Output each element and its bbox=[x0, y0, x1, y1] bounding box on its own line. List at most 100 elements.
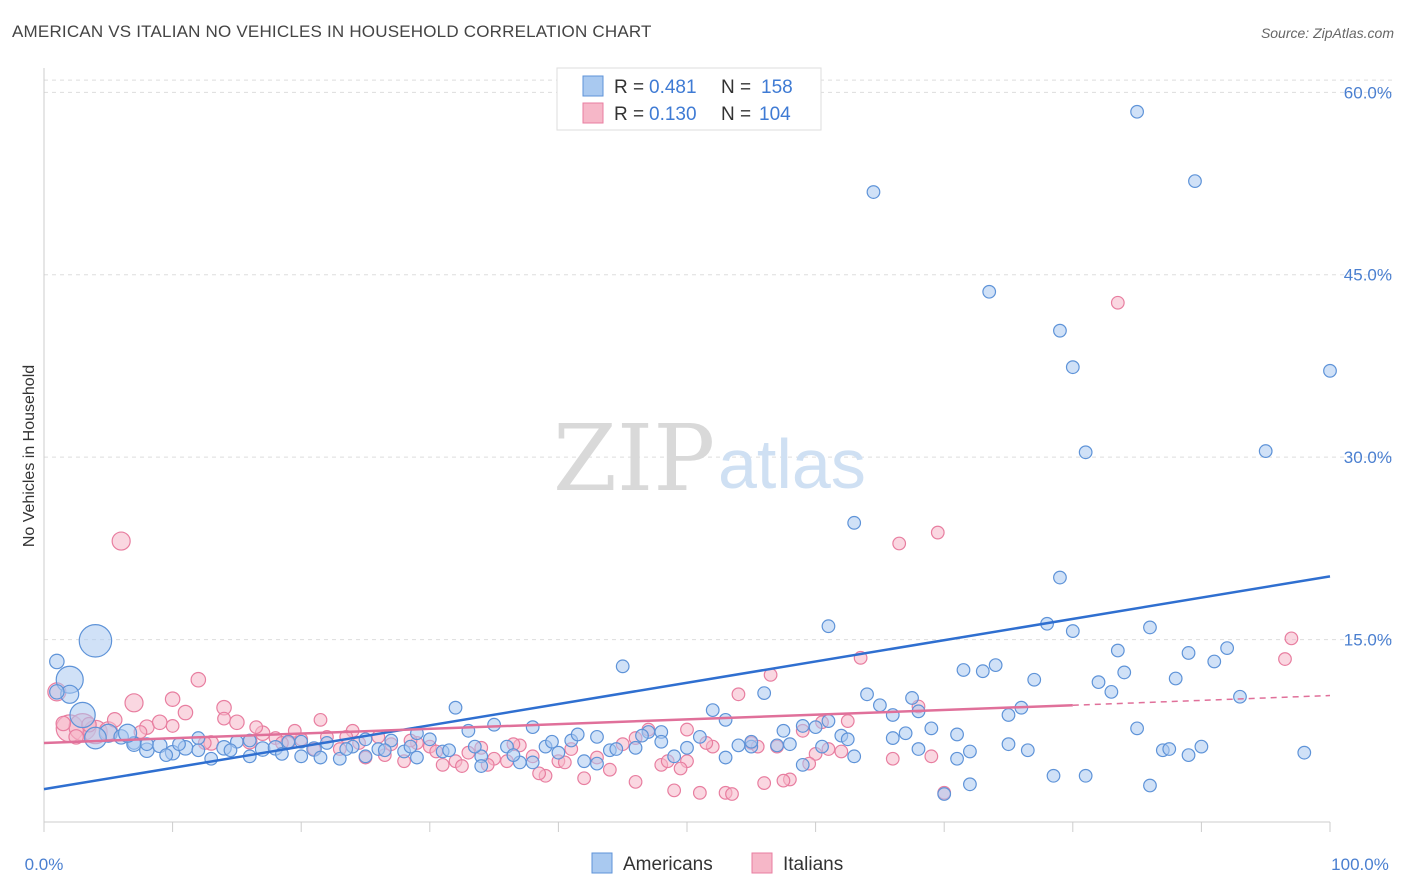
legend-swatch-italians bbox=[751, 852, 773, 874]
trend-lines bbox=[43, 575, 1331, 791]
american-point bbox=[840, 732, 855, 747]
american-point bbox=[744, 734, 759, 749]
american-point bbox=[1258, 444, 1273, 458]
american-point bbox=[718, 750, 733, 765]
italian-point bbox=[455, 759, 469, 773]
american-point bbox=[403, 739, 418, 754]
americans-trend-line bbox=[43, 575, 1331, 791]
american-point bbox=[159, 748, 174, 763]
svg-text:R = 0.130 N =: R = 0.130 N = 104 bbox=[614, 104, 791, 125]
american-point bbox=[692, 729, 707, 744]
american-point bbox=[718, 712, 733, 727]
american-point bbox=[937, 787, 952, 801]
american-point bbox=[1104, 684, 1119, 699]
american-point bbox=[963, 744, 977, 759]
american-point bbox=[191, 743, 206, 758]
legend-label-americans: Americans bbox=[623, 854, 713, 875]
american-point bbox=[313, 750, 328, 765]
american-point bbox=[577, 754, 592, 769]
italian-point bbox=[111, 531, 131, 551]
american-point bbox=[1181, 748, 1196, 763]
american-point bbox=[975, 664, 990, 679]
italian-point bbox=[229, 714, 245, 731]
american-point bbox=[422, 732, 437, 747]
american-point bbox=[1053, 323, 1067, 338]
american-point bbox=[1130, 104, 1144, 119]
american-point bbox=[1143, 620, 1157, 635]
legend-n-value-americans: 158 bbox=[761, 77, 793, 98]
stats-legend-swatch-americans bbox=[582, 75, 604, 97]
american-point bbox=[339, 742, 354, 756]
american-point bbox=[963, 777, 977, 792]
italian-point bbox=[840, 714, 855, 728]
american-point bbox=[384, 733, 399, 748]
american-point bbox=[950, 751, 964, 766]
legend-r-value-americans: 0.481 bbox=[649, 77, 697, 98]
american-point bbox=[442, 743, 456, 758]
american-point bbox=[172, 737, 186, 752]
italian-point bbox=[435, 757, 450, 772]
americans-points bbox=[49, 104, 1337, 801]
american-point bbox=[139, 737, 154, 752]
stats-legend: R = 0.481 N = 158 R = 0.130 N = 104 bbox=[556, 67, 822, 131]
italian-point bbox=[692, 785, 707, 800]
y-tick-label: 30.0% bbox=[1344, 448, 1392, 467]
italian-point bbox=[177, 704, 194, 721]
american-point bbox=[49, 684, 65, 700]
american-point bbox=[1020, 743, 1035, 758]
american-point bbox=[1065, 624, 1080, 638]
italian-point bbox=[1284, 631, 1299, 646]
italian-point bbox=[776, 773, 791, 788]
y-tick-label: 15.0% bbox=[1344, 631, 1392, 650]
american-point bbox=[1188, 174, 1202, 189]
italian-point bbox=[834, 744, 849, 759]
american-point bbox=[570, 727, 585, 742]
american-point bbox=[609, 742, 624, 756]
american-point bbox=[506, 748, 521, 763]
american-point bbox=[1143, 778, 1157, 793]
italian-point bbox=[602, 762, 617, 777]
american-point bbox=[821, 619, 836, 634]
legend-n-value-italians: 104 bbox=[759, 104, 791, 125]
american-point bbox=[1233, 689, 1247, 704]
grid-lines bbox=[44, 79, 1392, 641]
american-point bbox=[590, 729, 604, 744]
american-point bbox=[615, 659, 630, 674]
american-point bbox=[795, 719, 810, 733]
italian-point bbox=[757, 776, 772, 790]
american-point bbox=[988, 658, 1003, 673]
italian-point bbox=[628, 774, 643, 789]
y-tick-label: 60.0% bbox=[1344, 83, 1392, 102]
american-point bbox=[1162, 742, 1177, 756]
american-point bbox=[1297, 745, 1312, 760]
american-point bbox=[1065, 360, 1080, 375]
american-point bbox=[525, 755, 540, 770]
american-point bbox=[448, 700, 463, 715]
american-point bbox=[905, 691, 919, 705]
american-point bbox=[757, 686, 772, 700]
x-tick-label-min: 0.0% bbox=[25, 855, 64, 874]
american-point bbox=[821, 714, 836, 728]
american-point bbox=[358, 749, 373, 764]
italian-point bbox=[313, 712, 328, 727]
italian-point bbox=[55, 715, 72, 732]
legend-swatch-americans bbox=[591, 852, 613, 874]
italian-point bbox=[164, 691, 181, 707]
american-point bbox=[551, 745, 566, 760]
legend-n-label-americans: N = bbox=[721, 77, 751, 98]
legend-n-label-italians: N = bbox=[721, 104, 751, 125]
italian-point bbox=[557, 755, 572, 770]
american-point bbox=[1001, 708, 1016, 722]
legend-r-value-italians: 0.130 bbox=[649, 104, 697, 125]
american-point bbox=[667, 749, 682, 764]
american-point bbox=[982, 284, 997, 299]
chart-title: AMERICAN VS ITALIAN NO VEHICLES IN HOUSE… bbox=[12, 22, 652, 41]
american-point bbox=[1181, 646, 1196, 660]
american-point bbox=[924, 721, 939, 736]
american-point bbox=[731, 738, 746, 753]
italians-trend-line bbox=[43, 704, 1073, 745]
american-point bbox=[795, 757, 810, 772]
american-point bbox=[860, 687, 874, 702]
italian-point bbox=[124, 693, 144, 713]
italian-point bbox=[885, 751, 900, 766]
